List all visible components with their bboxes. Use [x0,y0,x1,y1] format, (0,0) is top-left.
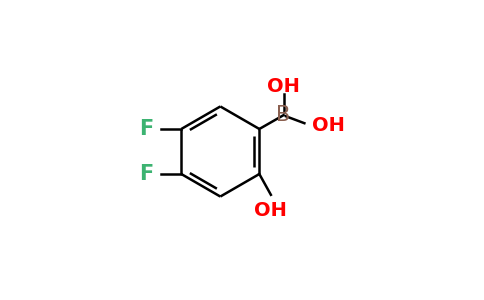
Text: B: B [276,105,291,125]
Text: OH: OH [313,116,346,135]
Text: OH: OH [267,77,300,96]
Text: F: F [139,119,153,139]
Text: OH: OH [255,201,287,220]
Text: F: F [139,164,153,184]
